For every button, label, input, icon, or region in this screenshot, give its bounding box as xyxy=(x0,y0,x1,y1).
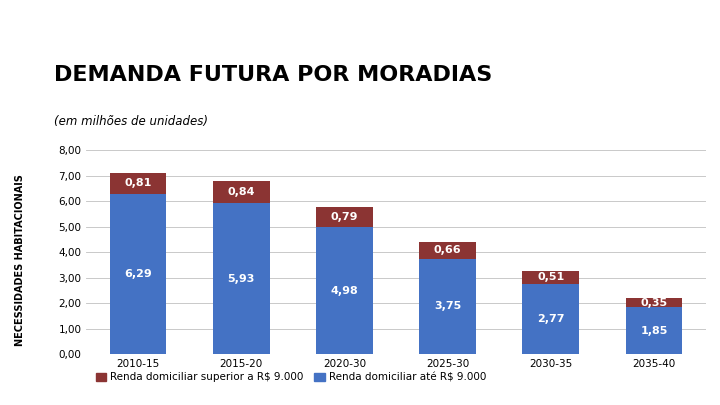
Text: 0,35: 0,35 xyxy=(640,298,667,308)
Bar xyxy=(523,284,579,354)
Bar xyxy=(213,203,269,354)
Text: DEMANDA FUTURA POR MORADIAS: DEMANDA FUTURA POR MORADIAS xyxy=(54,64,492,85)
Text: 5,93: 5,93 xyxy=(228,274,255,284)
Legend: Renda domiciliar superior a R$ 9.000, Renda domiciliar até R$ 9.000: Renda domiciliar superior a R$ 9.000, Re… xyxy=(91,368,490,387)
Bar xyxy=(419,242,476,258)
Bar xyxy=(626,307,683,354)
Text: (em milhões de unidades): (em milhões de unidades) xyxy=(54,115,208,128)
Text: 6,29: 6,29 xyxy=(124,269,152,279)
Bar xyxy=(419,258,476,354)
Bar xyxy=(316,227,373,354)
Bar xyxy=(626,298,683,307)
Text: 4,98: 4,98 xyxy=(330,286,359,296)
Text: NECESSIDADES HABITACIONAIS: NECESSIDADES HABITACIONAIS xyxy=(15,175,24,346)
Text: 3,75: 3,75 xyxy=(434,301,462,311)
Bar xyxy=(109,194,166,354)
Bar xyxy=(109,173,166,194)
Text: 0,81: 0,81 xyxy=(125,178,152,188)
Text: 2,77: 2,77 xyxy=(537,314,564,324)
Text: 0,84: 0,84 xyxy=(228,187,255,197)
Text: 1,85: 1,85 xyxy=(640,326,667,336)
Bar xyxy=(316,207,373,227)
Text: 0,66: 0,66 xyxy=(433,245,462,255)
Bar xyxy=(523,271,579,284)
Text: 0,51: 0,51 xyxy=(537,272,564,282)
Text: 0,79: 0,79 xyxy=(330,212,358,222)
Bar xyxy=(213,181,269,203)
Text: 4: 4 xyxy=(696,21,704,34)
